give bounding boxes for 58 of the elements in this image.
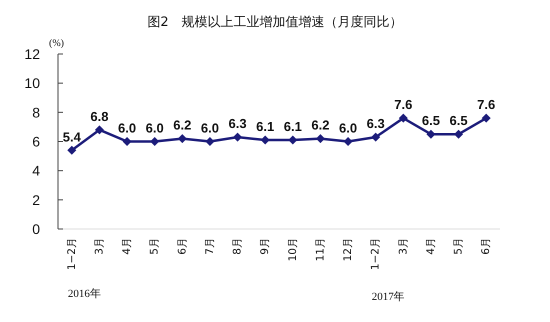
x-tick-label: 10月 (286, 237, 299, 262)
point (482, 114, 491, 123)
x-tick-label: 1−2月 (66, 237, 78, 270)
data-label: 7.6 (477, 97, 496, 112)
x-tick-label: 6月 (176, 237, 188, 255)
data-label: 6.1 (256, 119, 274, 134)
y-tick-label: 2 (32, 192, 40, 208)
data-label: 6.0 (118, 120, 136, 136)
data-label: 6.2 (311, 118, 330, 133)
text: 2016年 (68, 288, 101, 300)
point (316, 134, 325, 144)
data-label: 6.3 (366, 116, 385, 132)
point (233, 132, 242, 142)
x-tick-label: 3月 (93, 237, 106, 255)
chart-title: 图2 规模以上工业增加值增速（月度同比） (147, 14, 403, 30)
y-tick-label: 6 (32, 134, 40, 150)
data-label: 5.4 (62, 129, 82, 144)
x-tick-label: 4月 (121, 237, 134, 255)
point (426, 130, 436, 139)
point (178, 134, 187, 144)
data-label: 6.5 (422, 113, 440, 128)
x-tick-label: 4月 (424, 237, 437, 255)
point (454, 130, 464, 139)
data-label: 6.0 (146, 120, 164, 136)
x-tick-label: 1−2月 (370, 237, 382, 270)
y-tick-label: 10 (24, 75, 40, 92)
point (94, 125, 104, 134)
point (67, 146, 76, 155)
x-tick-label: 8月 (232, 237, 244, 255)
data-label: 7.6 (394, 97, 412, 112)
data-label: 6.3 (228, 116, 247, 132)
x-tick-label: 3月 (397, 237, 410, 255)
point (260, 136, 270, 145)
x-tick-label: 6月 (480, 237, 492, 255)
x-tick-label: 12月 (342, 237, 354, 262)
x-tick-label: 9月 (259, 237, 272, 255)
point (344, 137, 353, 146)
data-label: 6.1 (284, 119, 302, 134)
y-tick-label: 4 (32, 162, 40, 179)
data-label: 6.8 (90, 108, 108, 124)
data-label: 6.0 (200, 120, 219, 136)
y-axis-title: (%) (49, 38, 64, 49)
x-tick-label: 5月 (148, 237, 161, 255)
y-tick-label: 8 (32, 104, 40, 120)
y-tick-label: 0 (32, 221, 40, 237)
x-tick-label: 11月 (314, 237, 326, 262)
data-label: 6.2 (173, 118, 192, 133)
x-tick-label: 7月 (204, 237, 216, 255)
data-label: 6.5 (450, 113, 468, 128)
y-tick-label: 12 (24, 46, 40, 62)
point (398, 114, 408, 123)
point (205, 137, 214, 146)
point (371, 132, 380, 142)
data-label: 6.0 (339, 120, 358, 136)
point (288, 136, 298, 145)
text: 2017年 (372, 291, 405, 303)
x-tick-label: 5月 (452, 237, 465, 255)
point (150, 137, 160, 146)
